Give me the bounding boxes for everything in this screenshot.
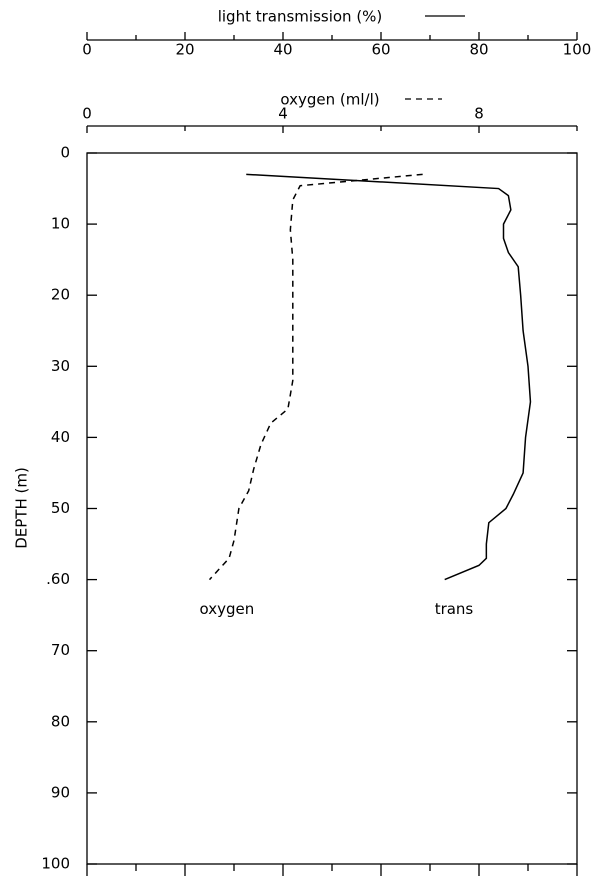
series-annotation: oxygen bbox=[200, 600, 255, 618]
x-tick-label: 60 bbox=[371, 41, 390, 59]
y-axis-label: DEPTH (m) bbox=[13, 467, 31, 549]
series-line bbox=[246, 173, 532, 581]
x-tick-label: 0 bbox=[82, 41, 92, 59]
y-tick-label: 80 bbox=[51, 712, 70, 730]
y-tick-label: 70 bbox=[51, 641, 70, 659]
y-tick-label: 0 bbox=[60, 144, 70, 162]
plot-frame bbox=[86, 152, 578, 865]
y-tick-label: 10 bbox=[51, 215, 70, 233]
series-line bbox=[208, 173, 423, 581]
y-tick-label: 30 bbox=[51, 357, 70, 375]
y-tick-label: 40 bbox=[51, 428, 70, 446]
x2-tick-label: 0 bbox=[82, 105, 92, 123]
y-tick-label: 50 bbox=[51, 499, 70, 517]
x2-tick-label: 4 bbox=[278, 105, 288, 123]
y-tick-label: .60 bbox=[46, 570, 70, 588]
y-tick-label: 90 bbox=[51, 783, 70, 801]
x-tick-label: 100 bbox=[563, 41, 592, 59]
y-tick-label: 20 bbox=[51, 286, 70, 304]
y-tick-label: 100 bbox=[41, 855, 70, 873]
x-tick-label: 40 bbox=[273, 41, 292, 59]
x2-tick-label: 8 bbox=[474, 105, 484, 123]
series-annotation: trans bbox=[435, 600, 474, 618]
x2-axis-label: oxygen (ml/l) bbox=[280, 91, 379, 109]
x-axis-label: light transmission (%) bbox=[218, 8, 383, 26]
x-tick-label: 20 bbox=[175, 41, 194, 59]
x-tick-label: 80 bbox=[469, 41, 488, 59]
